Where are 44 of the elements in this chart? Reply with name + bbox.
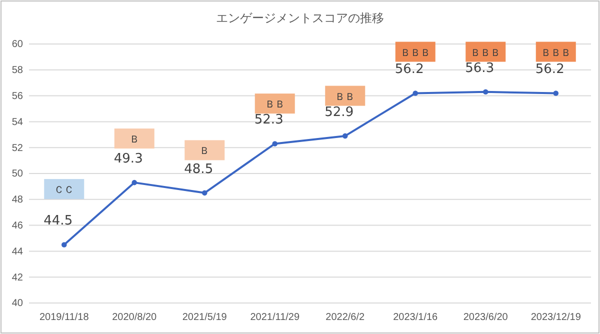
annotation: Ｂ bbox=[129, 134, 140, 146]
y-tick-label: 56 bbox=[12, 91, 24, 102]
chart-title: エンゲージメントスコアの推移 bbox=[216, 11, 384, 25]
annotation: ＢＢ bbox=[335, 92, 356, 103]
point bbox=[202, 190, 208, 196]
data-label: 56.3 bbox=[465, 60, 494, 76]
point bbox=[553, 90, 559, 96]
annotation: Ｂ bbox=[200, 146, 210, 158]
annotation: ＣＣ bbox=[54, 185, 74, 196]
data-label: 48.5 bbox=[184, 162, 214, 177]
x-tick-label: 2023/6/20 bbox=[463, 312, 508, 324]
y-tick-label: 48 bbox=[12, 194, 24, 206]
y-tick-label: 44 bbox=[12, 246, 24, 258]
y-tick-label: 52 bbox=[12, 142, 24, 154]
point bbox=[482, 89, 488, 95]
point bbox=[132, 180, 138, 186]
annotation: ＢＢＢ bbox=[470, 48, 501, 59]
data-label: 52.9 bbox=[324, 104, 354, 120]
annotation: ＢＢ bbox=[264, 100, 285, 111]
data-label: 56.2 bbox=[535, 62, 564, 78]
x-tick-label: 2023/1/16 bbox=[393, 312, 438, 324]
point bbox=[61, 242, 67, 248]
point bbox=[412, 90, 418, 96]
point bbox=[342, 133, 348, 139]
y-tick-label: 40 bbox=[12, 298, 24, 310]
data-label: 44.5 bbox=[44, 214, 73, 229]
x-tick-label: 2021/5/19 bbox=[182, 312, 228, 324]
y-tick-label: 54 bbox=[12, 116, 24, 128]
x-tick-label: 2022/6/2 bbox=[326, 312, 366, 324]
y-tick-label: 46 bbox=[12, 220, 24, 232]
point bbox=[272, 141, 278, 146]
data-label: 56.2 bbox=[394, 62, 424, 78]
y-tick-label: 42 bbox=[12, 272, 24, 284]
data-label: 52.3 bbox=[254, 112, 284, 128]
y-tick-label: 50 bbox=[12, 168, 24, 180]
annotation: ＢＢＢ bbox=[540, 48, 571, 59]
data-label: 49.3 bbox=[114, 152, 143, 167]
x-tick-label: 2021/11/29 bbox=[250, 312, 300, 324]
y-tick-label: 58 bbox=[12, 65, 24, 76]
y-tick-label: 60 bbox=[12, 39, 24, 50]
x-tick-label: 2020/8/20 bbox=[112, 312, 158, 324]
x-tick-label: 2019/11/18 bbox=[39, 312, 90, 324]
annotation: ＢＢＢ bbox=[400, 48, 430, 59]
x-tick-label: 2023/12/19 bbox=[530, 312, 582, 324]
